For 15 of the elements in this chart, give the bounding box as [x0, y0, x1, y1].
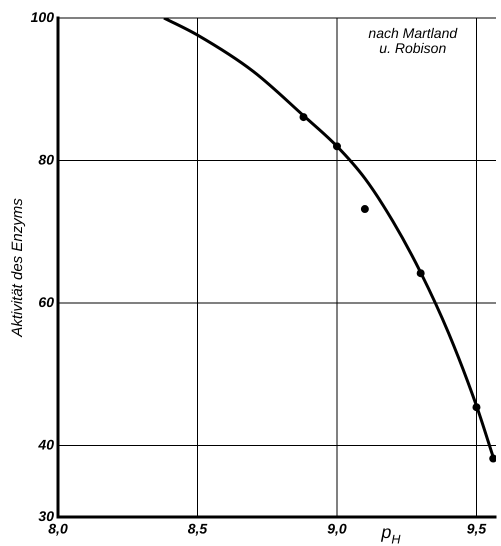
point: [472, 403, 480, 412]
x-tick-label: 8,5: [188, 520, 208, 536]
y-axis-title: Aktivität des Enzyms: [9, 198, 26, 338]
x-tick-label: 9,0: [327, 520, 347, 536]
point: [300, 113, 308, 122]
point: [332, 142, 341, 150]
y-tick-label: 60: [38, 294, 54, 310]
y-tick-label: 100: [30, 8, 54, 25]
point: [489, 454, 496, 463]
x-tick-label: 9,5: [466, 520, 486, 536]
point: [360, 205, 369, 214]
y-tick-label: 80: [38, 151, 54, 168]
annotation: nach Martland u. Robison: [368, 25, 458, 56]
y-tick-label: 40: [37, 436, 54, 453]
point: [416, 269, 425, 278]
